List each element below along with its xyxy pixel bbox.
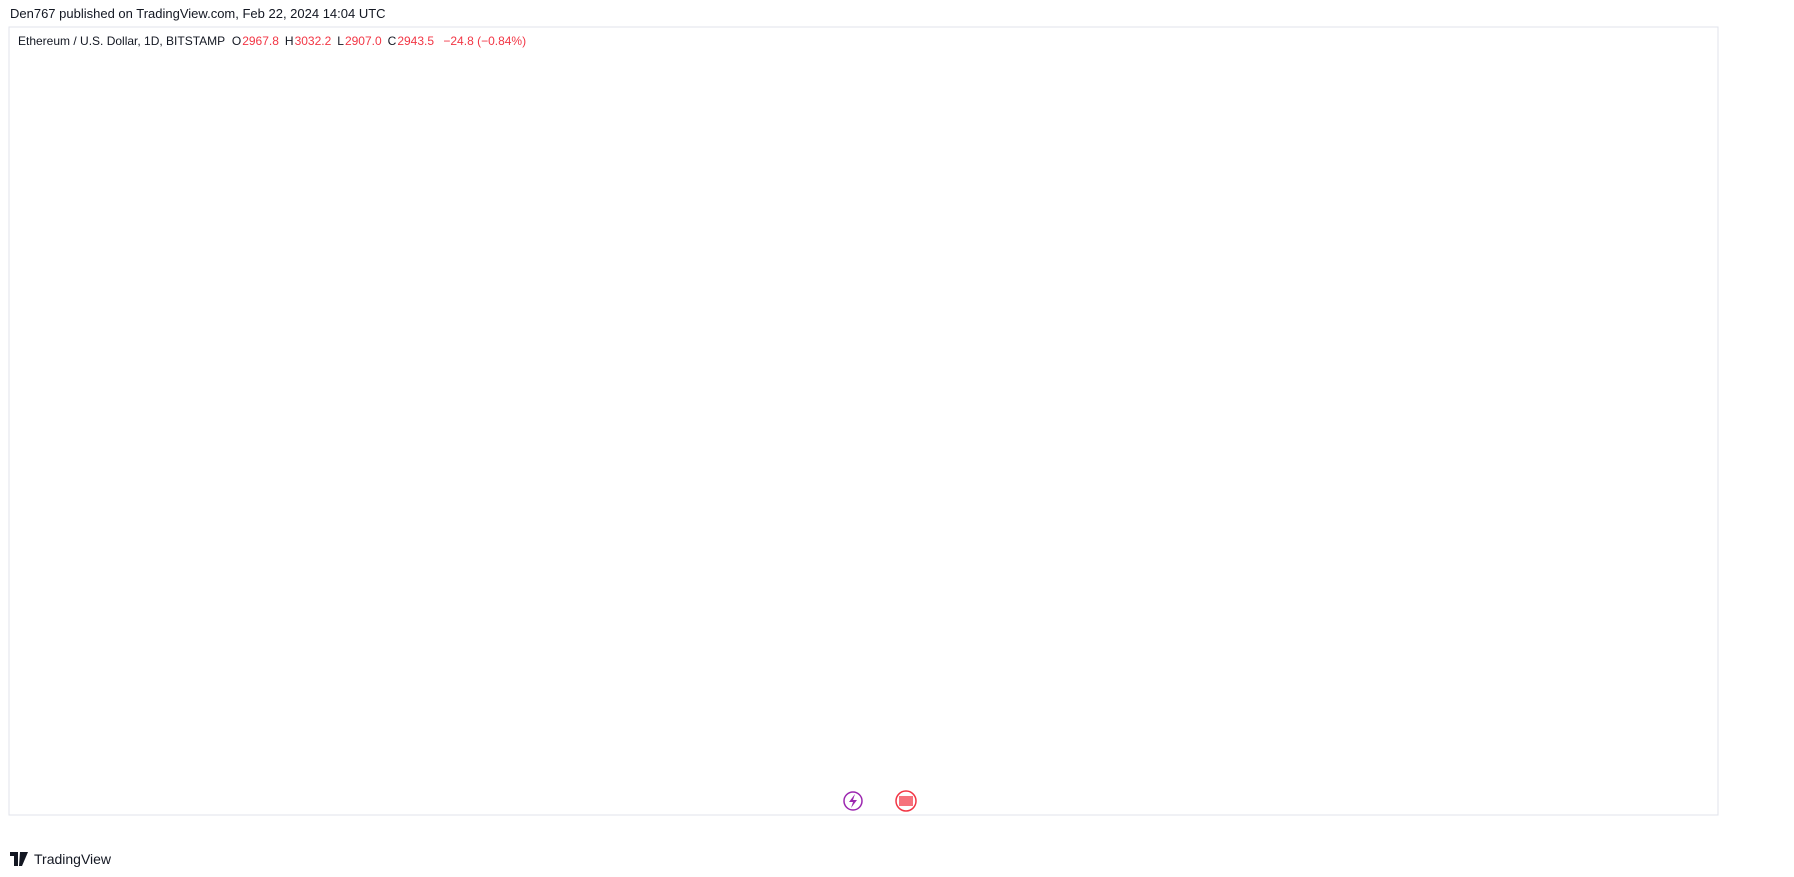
legend-value: 2943.5 [397,34,435,48]
legend-value: 2907.0 [344,34,382,48]
legend-ohlc: O2967.8 H3032.2 L2907.0 C2943.5 [232,34,440,48]
event-icons [843,790,917,812]
legend-key: L [337,34,344,48]
legend-key: C [387,34,397,48]
brand-logo [10,852,28,866]
legend-value: 2967.8 [242,34,279,48]
plot-frame [8,26,1719,816]
brand-name: TradingView [34,851,112,867]
legend-key: O [231,34,242,48]
legend: Ethereum / U.S. Dollar, 1D, BITSTAMP O29… [18,34,532,48]
event-icon-glyph [849,794,857,808]
legend-key: H [284,34,294,48]
legend-value: 3032.2 [294,34,332,48]
footer: TradingView [10,851,111,867]
publisher-note: Den767 published on TradingView.com, Feb… [10,6,386,21]
legend-symbol: Ethereum / U.S. Dollar, 1D, BITSTAMP [18,34,226,48]
event-icon-glyph [899,796,913,806]
legend-change: −24.8 (−0.84%) [443,34,527,48]
